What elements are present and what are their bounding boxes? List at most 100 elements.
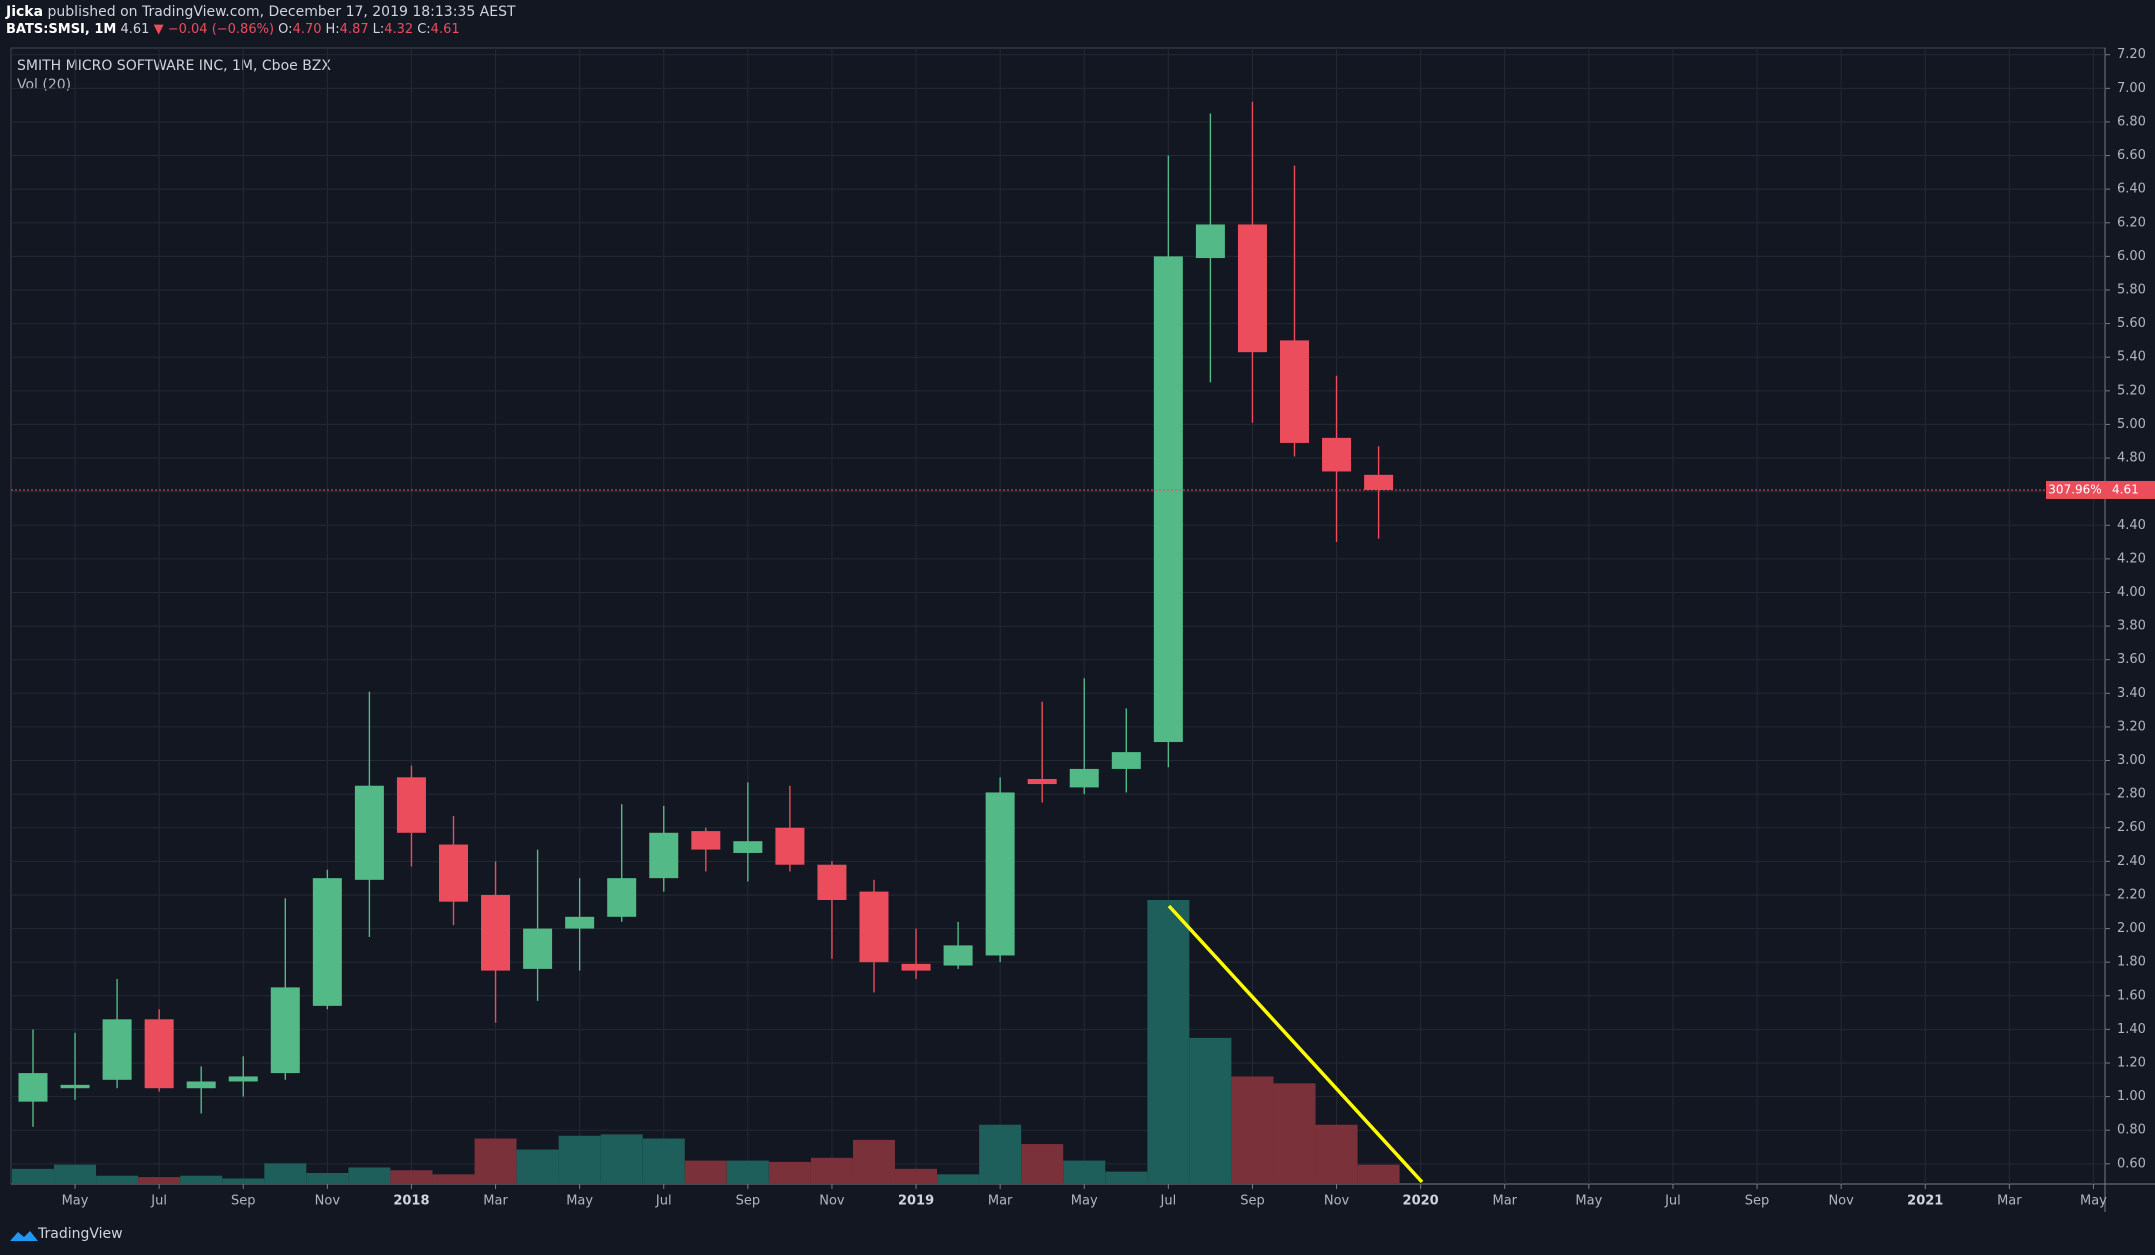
ohlc-key: O: bbox=[278, 22, 293, 37]
volume-bar bbox=[768, 1161, 811, 1184]
change: −0.04 (−0.86%) bbox=[167, 22, 275, 37]
candle-body bbox=[396, 777, 426, 833]
candle-body bbox=[1280, 340, 1309, 443]
x-tick-label: Jul bbox=[1160, 1194, 1177, 1209]
x-tick-label: Sep bbox=[1745, 1194, 1770, 1209]
volume-bar bbox=[96, 1175, 139, 1184]
trend-line bbox=[1167, 904, 1424, 1184]
candle-body bbox=[1237, 224, 1267, 353]
footer: TradingView bbox=[37, 1226, 123, 1242]
candle-body bbox=[1027, 779, 1057, 785]
candle-body bbox=[817, 864, 847, 900]
y-tick-label: 2.80 bbox=[2117, 787, 2146, 802]
price-label: 4.61 bbox=[2112, 482, 2139, 496]
volume-bar bbox=[138, 1177, 181, 1184]
x-tick-label: 2019 bbox=[898, 1194, 934, 1209]
percent-label-box bbox=[2046, 480, 2105, 499]
volume-bar bbox=[684, 1160, 727, 1184]
candle-body bbox=[1111, 752, 1141, 769]
candle-body bbox=[943, 945, 973, 966]
volume-bar bbox=[1231, 1076, 1274, 1184]
candle-body bbox=[354, 785, 384, 880]
x-tick-label: 2021 bbox=[1907, 1194, 1943, 1209]
x-tick-label: Mar bbox=[1997, 1194, 2022, 1209]
candle-body bbox=[1364, 474, 1394, 490]
volume-bar bbox=[1189, 1037, 1232, 1184]
volume-bar bbox=[726, 1160, 769, 1184]
volume-bar bbox=[600, 1134, 643, 1184]
y-tick-label: 6.40 bbox=[2117, 182, 2146, 197]
x-tick-label: Sep bbox=[736, 1194, 761, 1209]
volume-bar bbox=[12, 1168, 54, 1184]
volume-bar bbox=[516, 1149, 559, 1184]
y-tick-label: 5.80 bbox=[2117, 282, 2146, 297]
x-tick-label: May bbox=[1575, 1194, 1602, 1209]
y-tick-label: 6.20 bbox=[2117, 215, 2146, 230]
ohlc-value: 4.32 bbox=[384, 22, 414, 37]
volume-bar bbox=[390, 1170, 433, 1184]
candle-body bbox=[186, 1081, 216, 1089]
y-tick-label: 6.80 bbox=[2117, 114, 2146, 129]
y-tick-label: 5.60 bbox=[2117, 316, 2146, 331]
logo bbox=[10, 1231, 38, 1241]
pane-border bbox=[10, 47, 2106, 1185]
y-tick-label: 0.60 bbox=[2117, 1156, 2146, 1171]
symbol: BATS:SMSI, 1M bbox=[6, 22, 117, 37]
candle-body bbox=[1195, 224, 1225, 259]
volume-bar bbox=[222, 1178, 265, 1184]
x-tick-label: Sep bbox=[1240, 1194, 1265, 1209]
volume-bar bbox=[1357, 1164, 1400, 1184]
y-tick-label: 2.20 bbox=[2117, 887, 2146, 902]
y-tick-label: 3.00 bbox=[2117, 753, 2146, 768]
publish-line: Jicka published on TradingView.com, Dece… bbox=[6, 4, 516, 20]
volume-bar bbox=[1147, 900, 1190, 1184]
last: 4.61 bbox=[120, 22, 150, 37]
y-tick-label: 3.60 bbox=[2117, 652, 2146, 667]
candle-body bbox=[1153, 256, 1183, 743]
volume-bar bbox=[264, 1163, 307, 1184]
candle-body bbox=[691, 831, 721, 850]
y-tick-label: 5.40 bbox=[2117, 350, 2146, 365]
volume-bar bbox=[1063, 1160, 1106, 1184]
volume-bar bbox=[979, 1124, 1022, 1184]
candle-body bbox=[439, 844, 468, 902]
volume-bar bbox=[810, 1157, 853, 1184]
candle-body bbox=[270, 987, 300, 1074]
ohlc-key: C: bbox=[417, 22, 431, 37]
ohlc-value: 4.61 bbox=[430, 22, 460, 37]
candle-body bbox=[18, 1073, 48, 1102]
symbol-line: BATS:SMSI, 1M 4.61 ▼ −0.04 (−0.86%) O:4.… bbox=[6, 22, 464, 37]
volume-bar bbox=[348, 1167, 391, 1184]
price-label-box bbox=[2105, 480, 2155, 499]
ohlc-key: H: bbox=[325, 22, 340, 37]
y-tick-label: 6.60 bbox=[2117, 148, 2146, 163]
volume-bar bbox=[558, 1135, 601, 1184]
grid bbox=[11, 48, 2105, 1184]
y-tick-label: 5.20 bbox=[2117, 383, 2146, 398]
x-tick-label: Nov bbox=[819, 1194, 845, 1209]
y-tick-label: 4.20 bbox=[2117, 551, 2146, 566]
volume-bar bbox=[180, 1175, 223, 1184]
volume-label: Vol (20) bbox=[17, 77, 71, 93]
volume-bar bbox=[1315, 1124, 1358, 1184]
volume-bar bbox=[1021, 1144, 1064, 1184]
publish-info: published on TradingView.com, December 1… bbox=[47, 4, 516, 20]
y-tick-label: 7.00 bbox=[2117, 81, 2146, 96]
volume-bar bbox=[853, 1139, 895, 1184]
y-tick-label: 3.20 bbox=[2117, 719, 2146, 734]
candle-body bbox=[60, 1084, 90, 1089]
candle-body bbox=[985, 792, 1015, 956]
y-tick-label: 4.80 bbox=[2117, 451, 2146, 466]
volume-bar bbox=[642, 1138, 685, 1184]
author: Jicka bbox=[6, 4, 44, 20]
y-tick-label: 6.00 bbox=[2117, 249, 2146, 264]
y-tick-label: 4.00 bbox=[2117, 585, 2146, 600]
y-tick-label: 2.40 bbox=[2117, 854, 2146, 869]
candle-body bbox=[228, 1076, 258, 1082]
candle-body bbox=[312, 878, 342, 1006]
candle-body bbox=[1322, 437, 1352, 472]
x-tick-label: Nov bbox=[315, 1194, 341, 1209]
ohlc: O:4.70 H:4.87 L:4.32 C:4.61 bbox=[278, 22, 463, 37]
